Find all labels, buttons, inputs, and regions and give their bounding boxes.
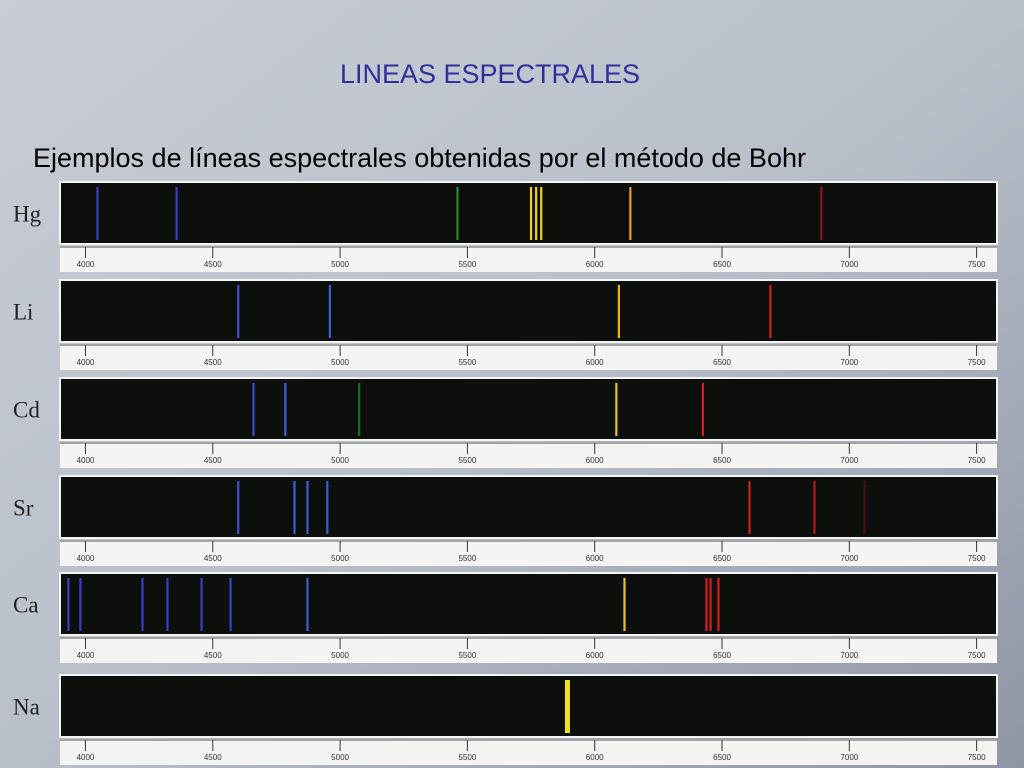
tick-label: 4500 (204, 358, 222, 367)
tick-label: 5000 (331, 753, 349, 762)
ruler (60, 442, 997, 468)
tick-label: 5500 (458, 753, 476, 762)
ruler (60, 637, 997, 663)
tick-label: 5500 (458, 651, 476, 660)
ruler (60, 246, 997, 272)
tick-label: 7500 (968, 456, 986, 465)
tick-label: 7000 (840, 358, 858, 367)
ruler (60, 739, 997, 765)
tick-label: 6500 (713, 456, 731, 465)
element-label: Na (13, 694, 40, 719)
tick-label: 6500 (713, 651, 731, 660)
tick-label: 4000 (77, 651, 95, 660)
tick-label: 7500 (968, 651, 986, 660)
tick-label: 7000 (840, 456, 858, 465)
tick-label: 4500 (204, 651, 222, 660)
tick-label: 5000 (331, 260, 349, 269)
spectrum-strip (59, 377, 998, 441)
tick-label: 4000 (77, 358, 95, 367)
tick-label: 4000 (77, 260, 95, 269)
tick-label: 4500 (204, 456, 222, 465)
tick-label: 7500 (968, 753, 986, 762)
tick-label: 5500 (458, 260, 476, 269)
ruler (60, 540, 997, 566)
spectrum-strip (59, 572, 998, 636)
tick-label: 6000 (586, 651, 604, 660)
tick-label: 5000 (331, 456, 349, 465)
spectrum-strip (59, 279, 998, 343)
tick-label: 7500 (968, 358, 986, 367)
tick-label: 5500 (458, 456, 476, 465)
tick-label: 4000 (77, 456, 95, 465)
tick-label: 6500 (713, 358, 731, 367)
tick-label: 4000 (77, 753, 95, 762)
spectrum-strip (59, 181, 998, 245)
tick-label: 6500 (713, 753, 731, 762)
tick-label: 6000 (586, 456, 604, 465)
tick-label: 4500 (204, 260, 222, 269)
title: LINEAS ESPECTRALES (340, 59, 640, 89)
tick-label: 6000 (586, 358, 604, 367)
element-label: Li (13, 299, 33, 324)
tick-label: 4500 (204, 554, 222, 563)
tick-label: 7000 (840, 260, 858, 269)
tick-label: 7500 (968, 554, 986, 563)
tick-label: 7000 (840, 753, 858, 762)
ruler (60, 344, 997, 370)
tick-label: 7000 (840, 651, 858, 660)
tick-label: 5000 (331, 554, 349, 563)
tick-label: 5500 (458, 554, 476, 563)
tick-label: 6000 (586, 554, 604, 563)
tick-label: 6500 (713, 260, 731, 269)
element-label: Ca (13, 592, 39, 617)
tick-label: 5500 (458, 358, 476, 367)
tick-label: 5000 (331, 651, 349, 660)
tick-label: 7000 (840, 554, 858, 563)
tick-label: 4000 (77, 554, 95, 563)
spectrum-strip (59, 475, 998, 539)
element-label: Cd (13, 397, 40, 422)
tick-label: 4500 (204, 753, 222, 762)
tick-label: 7500 (968, 260, 986, 269)
tick-label: 5000 (331, 358, 349, 367)
subtitle: Ejemplos de líneas espectrales obtenidas… (33, 143, 806, 173)
tick-label: 6000 (586, 260, 604, 269)
element-label: Sr (13, 495, 34, 520)
element-label: Hg (13, 201, 42, 226)
spectra: Hg 4000 4500 5000 5500 6000 6500 7000 7500 Li 4000… (13, 181, 998, 765)
spectrum-strip (59, 674, 998, 738)
tick-label: 6500 (713, 554, 731, 563)
tick-label: 6000 (586, 753, 604, 762)
